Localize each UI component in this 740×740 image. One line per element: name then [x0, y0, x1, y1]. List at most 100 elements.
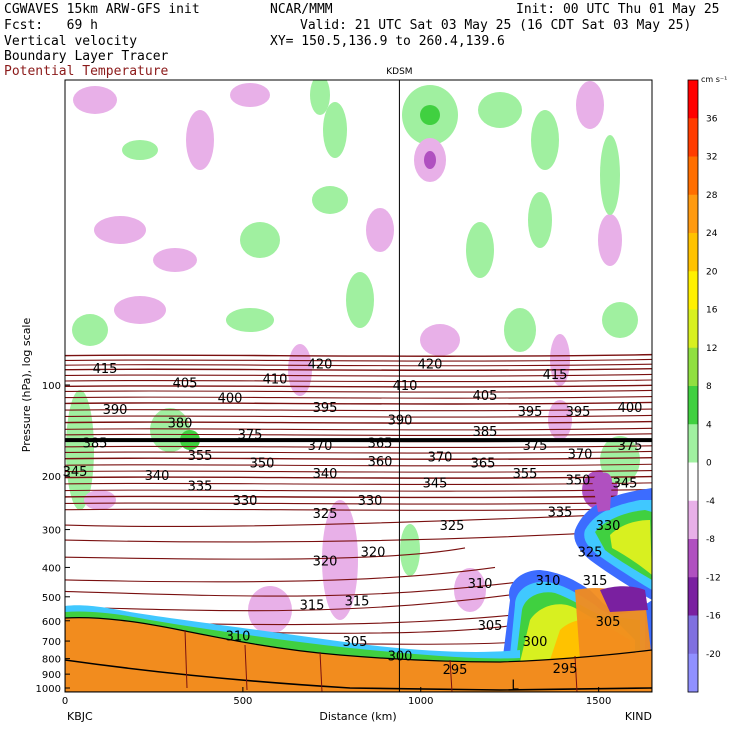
- theta-label: 390: [388, 414, 413, 429]
- vertical-velocity-cell: [248, 586, 292, 634]
- vertical-velocity-cell: [84, 490, 116, 510]
- theta-label: 310: [536, 574, 561, 589]
- theta-contour: [65, 353, 652, 357]
- terrain-contour: [449, 659, 453, 692]
- colorbar-segment: [688, 309, 698, 349]
- y-tick-label: 900: [42, 670, 61, 681]
- theta-contour: [65, 450, 652, 454]
- theta-label: 365: [368, 437, 393, 452]
- theta-label: 345: [613, 477, 638, 492]
- colorbar-segment: [688, 424, 698, 463]
- colorbar-label: 16: [706, 306, 718, 316]
- colorbar-label: -12: [706, 573, 721, 583]
- vertical-velocity-cell: [240, 222, 280, 258]
- theta-contour: [65, 495, 652, 499]
- vertical-velocity-cell: [420, 105, 440, 125]
- terrain-profile: [65, 617, 652, 692]
- colorbar-label: 12: [706, 344, 717, 354]
- theta-contour: [65, 408, 652, 412]
- theta-label: 320: [313, 555, 338, 570]
- theta-contour: [65, 475, 652, 479]
- theta-label: 305: [596, 615, 621, 630]
- theta-label: 325: [313, 507, 338, 522]
- theta-contour: [65, 373, 652, 377]
- theta-label: 415: [543, 368, 568, 383]
- tropopause-line: [65, 438, 652, 443]
- vertical-velocity-cell: [366, 208, 394, 252]
- theta-label: 300: [388, 649, 413, 664]
- colorbar-segment: [688, 347, 698, 387]
- theta-label: 305: [343, 635, 368, 650]
- theta-label: 400: [218, 392, 243, 407]
- theta-contour: [65, 445, 652, 448]
- theta-label: 420: [418, 358, 443, 373]
- vertical-velocity-cell: [153, 248, 197, 272]
- theta-label: 370: [308, 439, 333, 454]
- field-vertical-velocity: Vertical velocity: [4, 34, 138, 49]
- y-tick-label: 200: [42, 472, 61, 483]
- kdsm-label: KDSM: [386, 67, 412, 77]
- theta-label: 340: [145, 469, 170, 484]
- vertical-velocity-cell: [310, 80, 330, 115]
- vertical-velocity-cell: [186, 110, 214, 170]
- theta-contour: [65, 414, 652, 418]
- theta-label: 310: [226, 629, 251, 644]
- theta-label: 405: [473, 389, 498, 404]
- init-time: Init: 00 UTC Thu 01 May 25: [516, 2, 720, 17]
- colorbar-segment: [688, 271, 698, 310]
- theta-contour: [65, 547, 466, 560]
- field-boundary-layer-tracer: Boundary Layer Tracer: [4, 49, 169, 64]
- theta-label: 370: [568, 447, 593, 462]
- y-tick-label: 500: [42, 593, 61, 604]
- theta-label: 350: [566, 473, 591, 488]
- theta-label: 420: [308, 358, 333, 373]
- vertical-velocity-cell: [114, 296, 166, 324]
- vertical-velocity-cell: [504, 308, 536, 352]
- theta-label: 380: [168, 417, 193, 432]
- colorbar-segment: [688, 500, 698, 540]
- theta-contour: [65, 529, 652, 543]
- colorbar-segment: [688, 194, 698, 234]
- right-endpoint-label: KIND: [625, 710, 652, 723]
- colorbar-label: 8: [706, 382, 712, 392]
- x-tick-label: 0: [62, 696, 68, 707]
- theta-label: 330: [596, 519, 621, 534]
- colorbar-segment: [688, 462, 698, 502]
- theta-label: 330: [233, 494, 258, 509]
- colorbar-unit: cm s⁻¹: [701, 75, 727, 84]
- theta-label: 315: [345, 595, 370, 610]
- theta-label: 345: [63, 465, 88, 480]
- vertical-velocity-cell: [602, 302, 638, 338]
- surface-line: [65, 659, 652, 691]
- left-endpoint-label: KBJC: [67, 710, 93, 723]
- vertical-velocity-cell: [312, 186, 348, 214]
- theta-label: 305: [478, 619, 503, 634]
- vertical-velocity-cell: [531, 110, 559, 170]
- vertical-velocity-cell: [420, 324, 460, 356]
- vertical-velocity-cell: [72, 314, 108, 346]
- model-title: CGWAVES 15km ARW-GFS init: [4, 2, 200, 17]
- vertical-velocity-cell: [226, 308, 274, 332]
- colorbar-label: -16: [706, 612, 721, 622]
- terrain-contour: [244, 644, 248, 691]
- colorbar-label: 28: [706, 191, 718, 201]
- downdraft-core: [592, 472, 612, 512]
- theta-contour: [65, 363, 652, 367]
- theta-label: 295: [553, 662, 578, 677]
- colorbar-frame: [687, 79, 699, 693]
- colorbar-label: -4: [706, 497, 715, 507]
- theta-label: 315: [583, 574, 608, 589]
- vertical-velocity-cell: [323, 102, 347, 158]
- colorbar-label: 20: [706, 267, 718, 277]
- terrain-contour: [319, 651, 323, 692]
- theta-contour: [65, 469, 652, 473]
- theta-label: 390: [103, 403, 128, 418]
- vertical-velocity-cell: [94, 216, 146, 244]
- y-tick-label: 100: [42, 381, 61, 392]
- theta-label: 370: [428, 450, 453, 465]
- colorbar-segment: [688, 233, 698, 272]
- theta-contour: [65, 463, 652, 467]
- x-tick-label: 1000: [408, 696, 433, 707]
- vertical-velocity-cell: [230, 83, 270, 107]
